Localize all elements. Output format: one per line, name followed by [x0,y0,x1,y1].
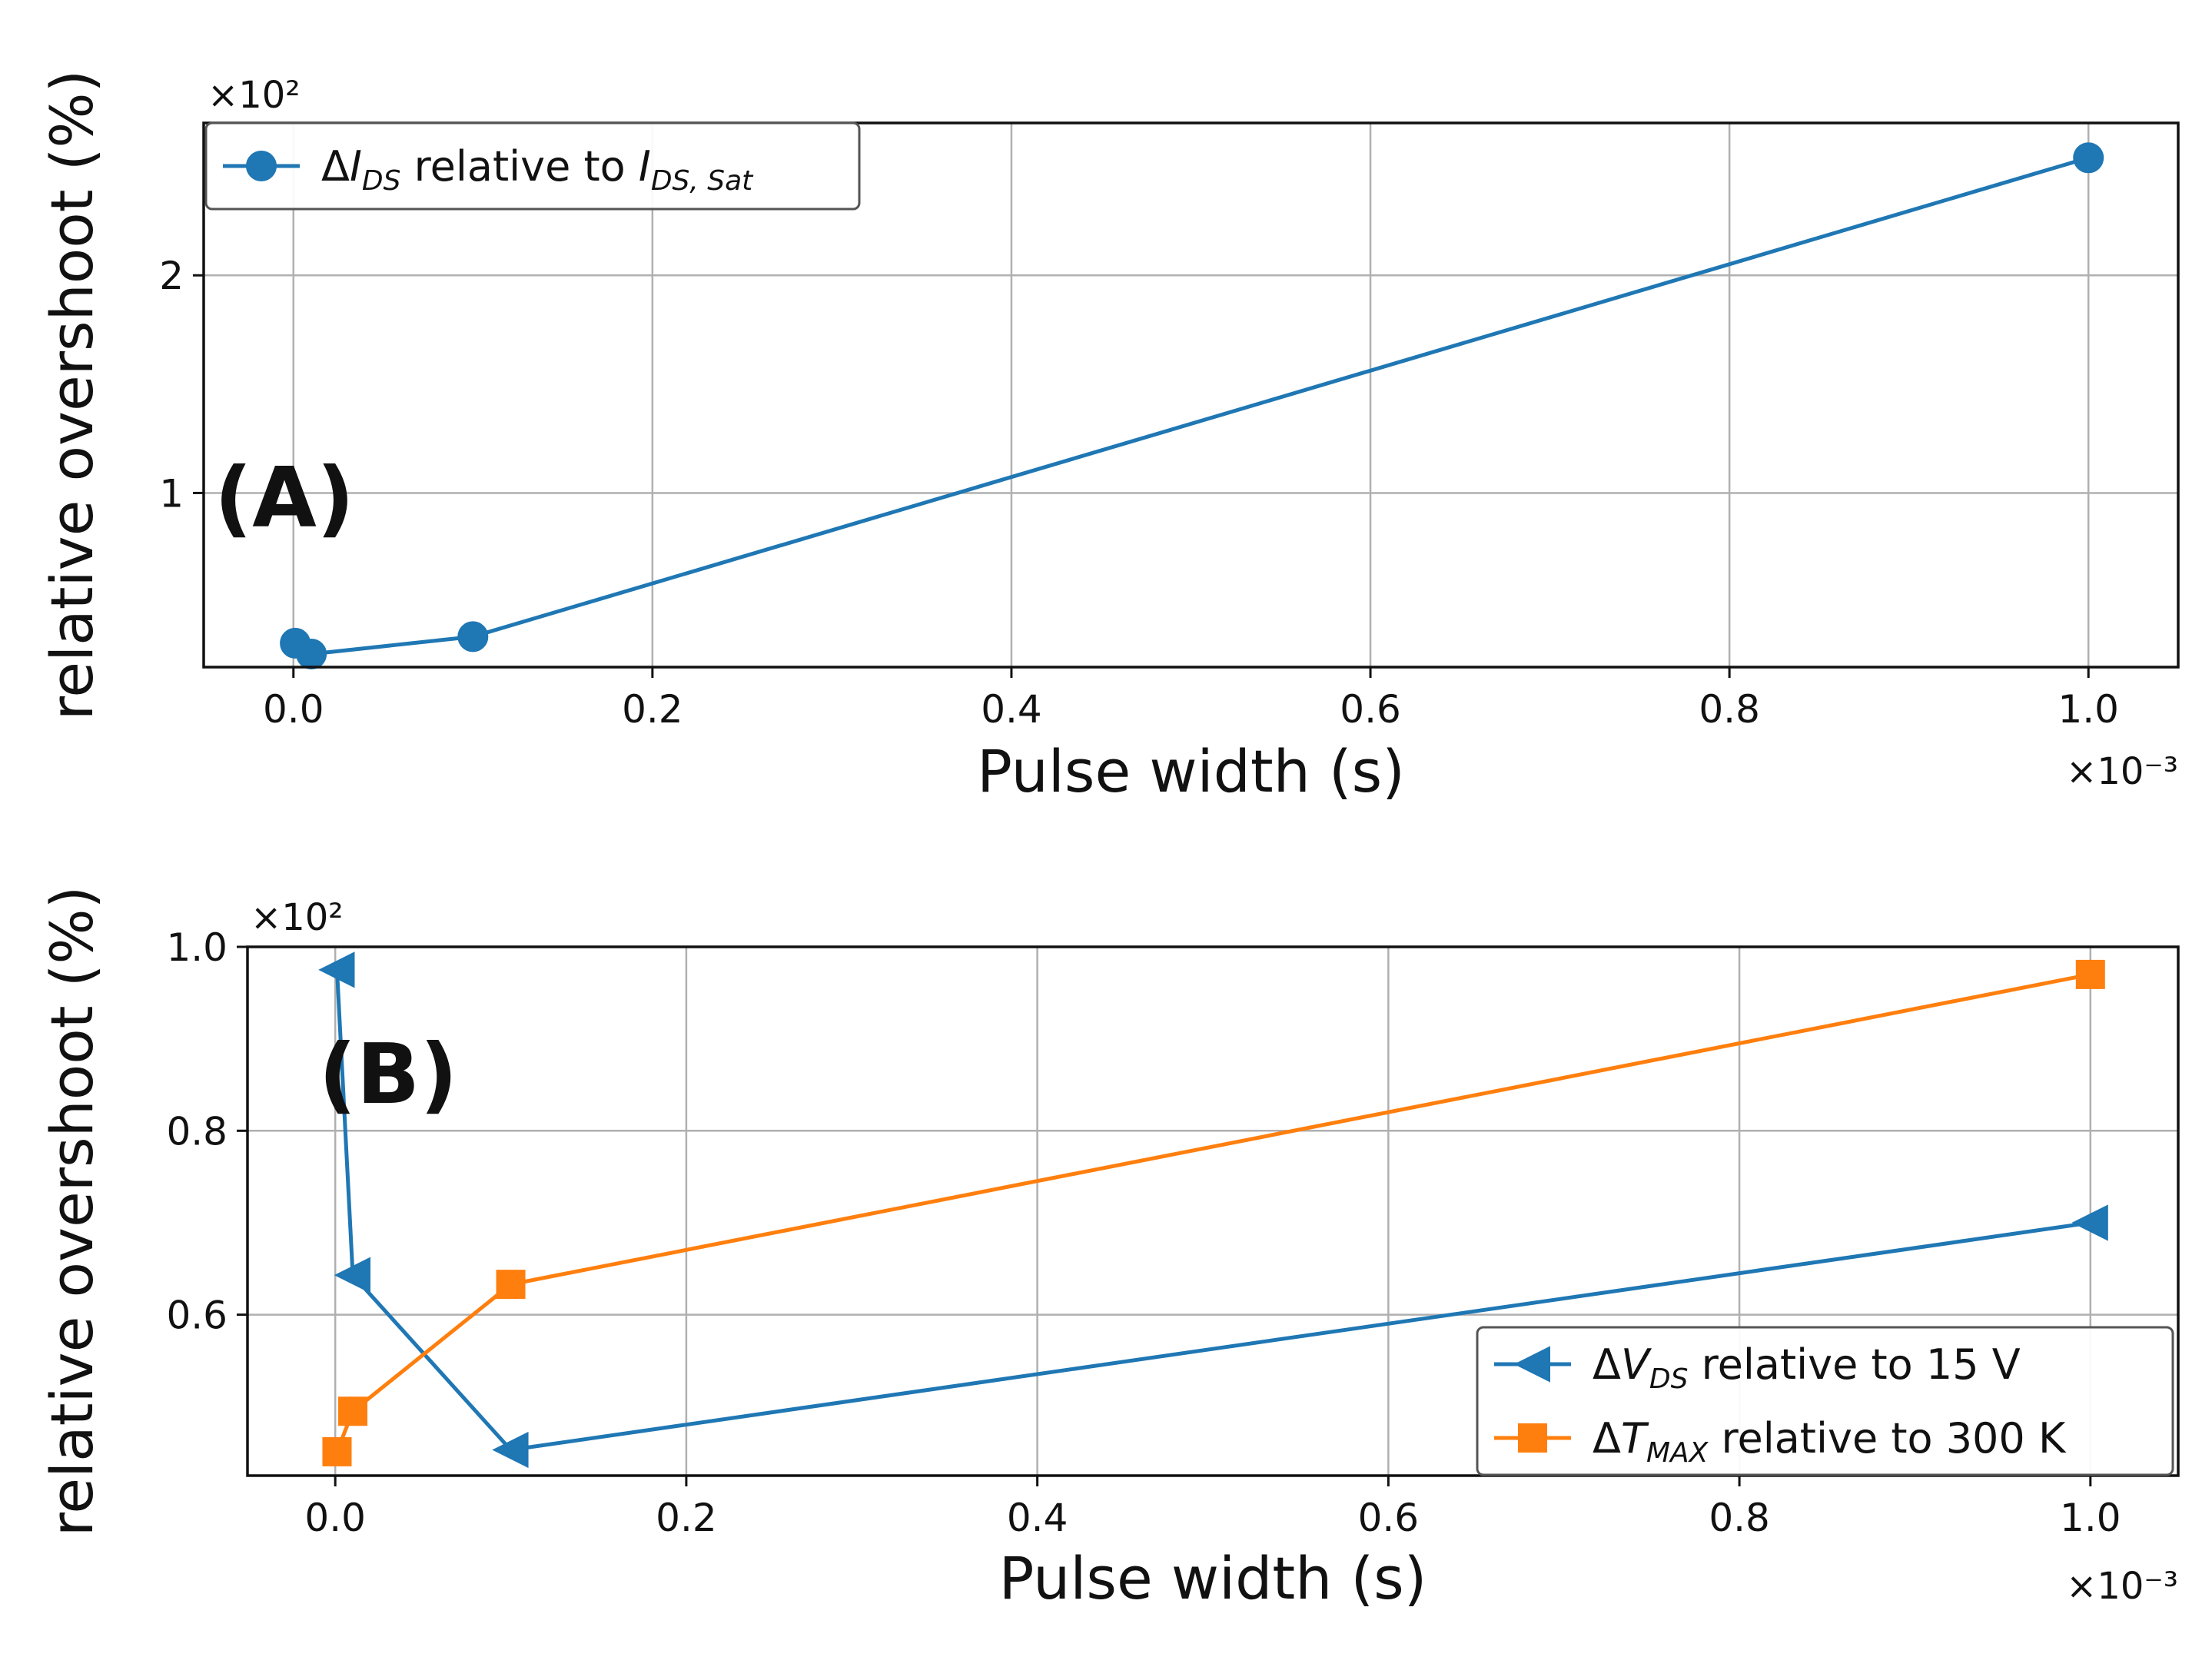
y-tick-label: 1.0 [166,925,228,970]
legend-b: ΔVDS relative to 15 V ΔTMAX relative to 3… [1476,1326,2174,1476]
x-tick-label: 0.2 [622,687,683,732]
x-tick-label: 0.4 [1007,1496,1068,1540]
data-point [2075,959,2105,989]
series-line [335,972,2091,1453]
x-tick-label: 0.0 [304,1496,366,1540]
series-b-2 [322,959,2105,1466]
legend-marker [1513,1346,1550,1383]
legend-label: ΔIDS relative to IDS, Sat [321,142,754,197]
x-tick-label: 0.0 [263,687,324,732]
data-point [496,1270,526,1300]
x-offset-text: ×10⁻³ [2066,1565,2178,1608]
y-axis-title: relative overshoot (%) [38,70,106,721]
plot-frame-b [246,945,2180,1477]
x-tick-label: 0.4 [981,687,1042,732]
series-a-1 [280,142,2104,670]
legend-label: ΔTMAX relative to 300 K [1593,1414,2067,1469]
y-tick-label: 2 [159,254,184,298]
y-offset-text: ×10² [251,896,344,939]
y-tick-label: 0.6 [166,1293,228,1338]
x-tick-label: 1.0 [2058,687,2119,732]
y-offset-text: ×10² [208,74,301,117]
legend-label: ΔVDS relative to 15 V [1593,1340,2021,1395]
x-axis-title: Pulse width (s) [999,1544,1427,1612]
data-point [334,1257,371,1293]
x-tick-label: 0.8 [1699,687,1760,732]
series-line [334,969,2091,1452]
y-tick-label: 0.8 [166,1109,228,1154]
data-point [2071,1204,2108,1241]
panel-a: 0.0 0.2 0.4 0.6 0.8 1.0 1 2 ×10² ×10⁻³ Pulse width… [38,70,2180,805]
grid-a [204,123,2178,667]
plot-frame-a [202,121,2180,669]
x-tick-label: 0.8 [1709,1496,1770,1540]
data-point [322,1436,352,1466]
legend-marker [246,151,277,181]
x-tick-label: 1.0 [2060,1496,2121,1540]
x-tick-label: 0.6 [1358,1496,1420,1540]
data-point [338,1396,368,1426]
data-point [2073,142,2104,174]
data-point [296,639,327,670]
x-offset-text: ×10⁻³ [2066,750,2178,793]
panel-label: (A) [214,450,354,546]
panel-label: (B) [318,1027,457,1123]
legend-box [204,121,861,211]
x-tick-label: 0.6 [1340,687,1401,732]
legend-marker [1518,1423,1547,1453]
y-tick-label: 1 [159,471,184,516]
x-tick-label: 0.2 [656,1496,717,1540]
data-point [457,621,489,653]
legend-box [1476,1326,2174,1476]
series-line [294,155,2089,656]
series-b-1 [318,951,2108,1469]
panel-b: 0.0 0.2 0.4 0.6 0.8 1.0 0.6 0.8 1.0 ×10² ×10⁻³ Puls… [38,886,2180,1612]
legend-a: ΔIDS relative to IDS, Sat [204,121,861,211]
data-point [318,951,355,988]
y-axis-title: relative overshoot (%) [38,886,106,1537]
data-point [492,1431,529,1469]
x-axis-title: Pulse width (s) [977,737,1405,805]
